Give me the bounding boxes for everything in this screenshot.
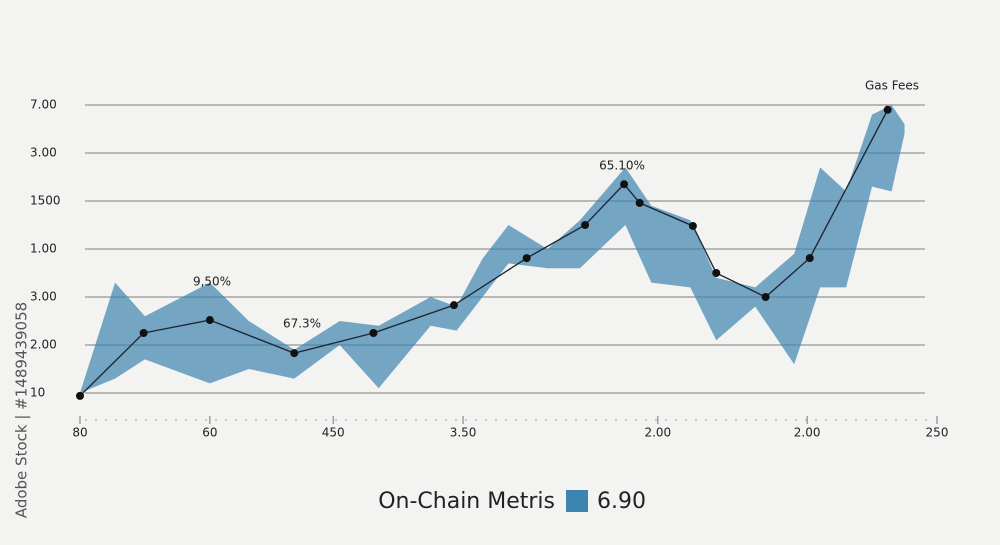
annotation: 9,50% [193, 275, 231, 289]
watermark: Adobe Stock | #1489439058 [13, 302, 31, 518]
x-tick-label: 450 [322, 426, 345, 440]
legend-value: 6.90 [597, 489, 646, 514]
point [449, 301, 458, 310]
y-tick-label: 7.00 [30, 98, 57, 112]
y-tick-label: 3.00 [30, 290, 57, 304]
point [205, 316, 214, 325]
point [761, 293, 770, 301]
point [369, 329, 378, 337]
y-tick-label: 1500 [30, 194, 61, 208]
point [76, 391, 84, 400]
annotation: Gas Fees [865, 79, 919, 93]
y-tick-label: 10 [30, 386, 45, 400]
y-tick-label: 2.00 [30, 338, 57, 352]
x-tick-label: 60 [202, 426, 217, 440]
point [805, 254, 814, 263]
point [581, 221, 590, 229]
band-area [80, 105, 905, 393]
legend-label: On-Chain Metris [378, 489, 555, 514]
point [522, 254, 531, 263]
y-tick-label: 3.00 [30, 146, 57, 160]
point [883, 105, 892, 114]
annotation: 65.10% [599, 159, 645, 173]
point [635, 198, 644, 207]
annotation: 67.3% [283, 317, 321, 331]
legend-swatch [566, 490, 588, 512]
point [712, 269, 721, 277]
x-tick-label: 2.00 [644, 426, 671, 440]
x-tick-label: 3.50 [450, 426, 477, 440]
x-tick-label: 80 [72, 426, 87, 440]
point [620, 180, 629, 189]
point [139, 329, 148, 337]
x-tick-label: 250 [926, 426, 949, 440]
point [290, 349, 299, 358]
x-tick-label: 2.00 [794, 426, 821, 440]
point [688, 221, 697, 230]
y-tick-label: 1.00 [30, 242, 57, 256]
